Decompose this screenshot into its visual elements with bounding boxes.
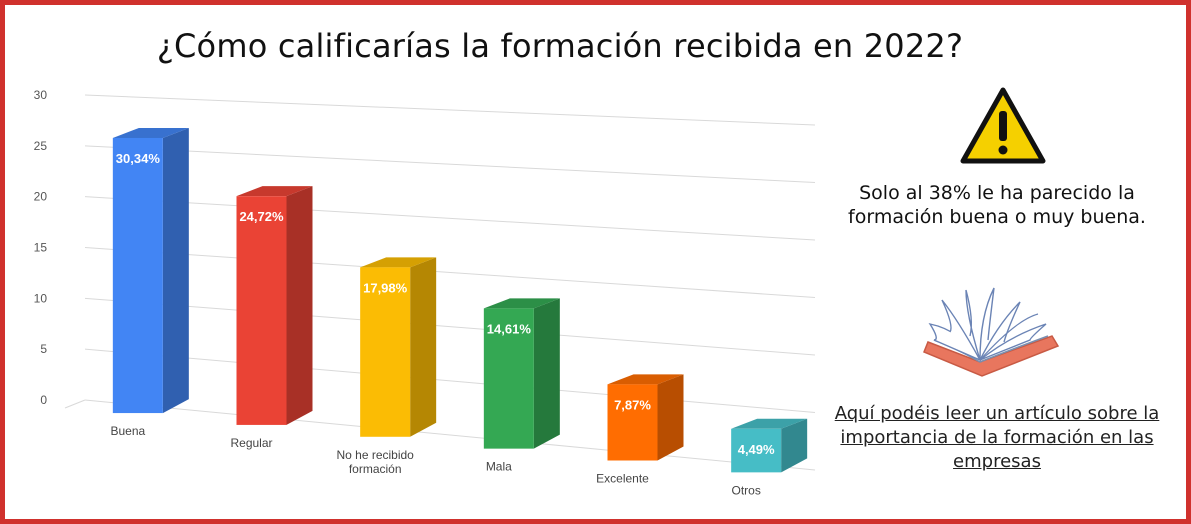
- bar-side: [657, 374, 684, 461]
- gridline: [84, 94, 816, 126]
- bar-front: [112, 137, 163, 414]
- bar-top: [483, 298, 560, 309]
- y-tick-label: 15: [34, 241, 48, 255]
- data-label: 14,61%: [487, 321, 532, 336]
- data-label: 17,98%: [363, 280, 408, 295]
- x-tick-label: No he recibido formación: [336, 448, 414, 476]
- bar-side: [286, 186, 313, 425]
- bar-chart: 0 5 10 15 20 25 30 30,34% Buena 24,72% Regular 17,9…: [34, 88, 816, 497]
- chart-title: ¿Cómo calificarías la formación recibida…: [156, 27, 964, 65]
- bar-2: 24,72%: [236, 186, 313, 425]
- summary-note: Solo al 38% le ha parecido la formación …: [848, 182, 1146, 228]
- x-tick-label: Otros: [731, 483, 760, 497]
- bar-top: [360, 257, 437, 268]
- bar-front: [731, 428, 782, 473]
- bar-4: 14,61%: [483, 298, 560, 449]
- y-tick-label: 0: [40, 393, 47, 407]
- data-label: 24,72%: [239, 209, 284, 224]
- bar-1: 30,34%: [112, 127, 189, 414]
- bar-front: [236, 196, 287, 425]
- bar-top: [731, 418, 808, 429]
- y-tick-label: 25: [34, 139, 48, 153]
- x-tick-label: Mala: [486, 460, 512, 474]
- y-tick-label: 5: [40, 342, 47, 356]
- axis-floor-edge: [64, 399, 86, 409]
- bar-5: 7,87%: [607, 374, 684, 461]
- y-tick-label: 10: [34, 291, 48, 305]
- bar-front: [360, 267, 411, 437]
- gridline: [84, 348, 816, 413]
- warning-icon: [960, 87, 1046, 164]
- gridline: [84, 145, 816, 183]
- x-tick-label: Regular: [230, 436, 272, 450]
- bar-3: 17,98%: [360, 257, 437, 437]
- bar-top: [112, 127, 189, 138]
- gridline: [84, 247, 816, 298]
- data-label: 30,34%: [116, 151, 161, 166]
- article-link[interactable]: Aquí podéis leer un artículo sobre la im…: [834, 403, 1160, 472]
- bar-front: [483, 308, 534, 449]
- bar-side: [410, 257, 437, 437]
- bar-front: [607, 384, 658, 461]
- bar-top: [607, 374, 684, 385]
- gridline: [84, 399, 816, 471]
- gridline: [84, 196, 816, 241]
- y-tick-label: 20: [34, 190, 48, 204]
- x-tick-label: Buena: [110, 424, 145, 438]
- bar-side: [162, 127, 189, 414]
- bar-top: [236, 186, 313, 197]
- bar-side: [781, 418, 808, 473]
- bar-6: 4,49%: [731, 418, 808, 473]
- y-tick-label: 30: [34, 88, 48, 102]
- gridline: [84, 297, 816, 356]
- data-label: 7,87%: [614, 397, 651, 412]
- data-label: 4,49%: [738, 442, 775, 457]
- bar-side: [533, 298, 560, 449]
- open-book-icon: [923, 287, 1060, 377]
- x-tick-label: Excelente: [596, 472, 649, 486]
